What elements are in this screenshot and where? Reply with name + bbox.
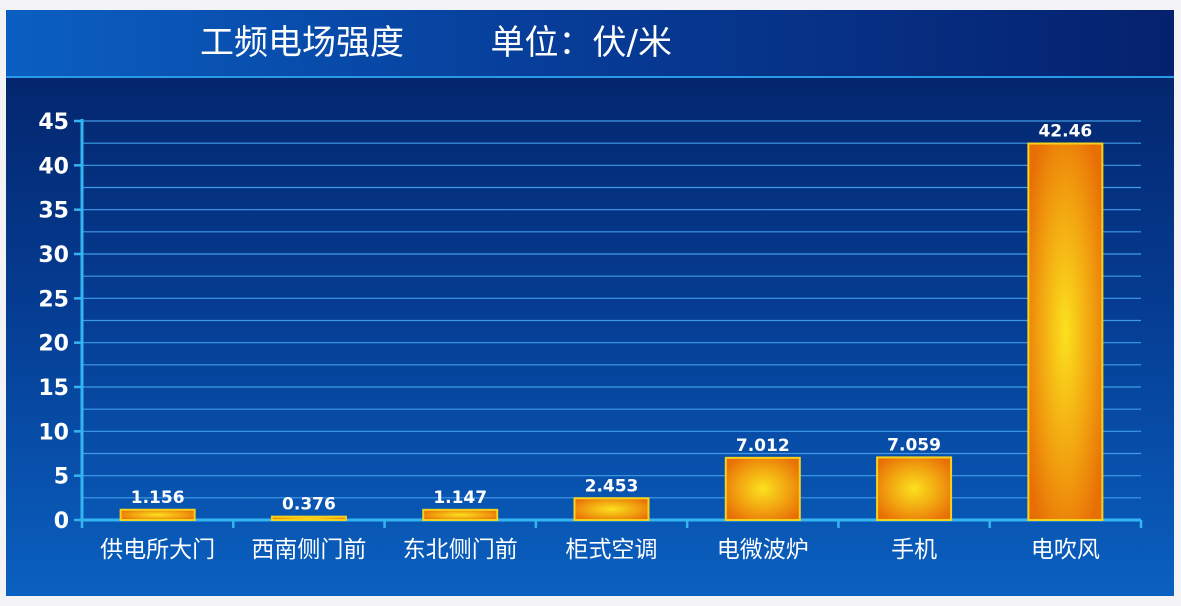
axes [74, 119, 1143, 528]
grid-lines [82, 120, 1141, 499]
bar-value-label: 2.453 [585, 476, 639, 496]
labels: 0 5 10 15 20 25 30 35 40 45 1.156 供电所大门 0.376 西南侧门前 1.… [38, 110, 1099, 563]
bar-value-label: 42.46 [1038, 122, 1092, 142]
x-tick-label: 电微波炉 [717, 537, 809, 563]
bar-value-label: 7.012 [736, 436, 790, 456]
bar [724, 456, 801, 521]
y-tick-label: 25 [38, 287, 69, 312]
chart-frame: 工频电场强度 单位：伏/米 [6, 10, 1174, 596]
bar-value-label: 0.376 [282, 495, 336, 515]
title-bar: 工频电场强度 单位：伏/米 [6, 10, 1174, 78]
y-tick-label: 20 [38, 332, 69, 357]
y-tick-label: 45 [38, 110, 69, 135]
bar-value-label: 1.147 [433, 488, 487, 508]
bar [573, 497, 650, 521]
y-tick-label: 15 [38, 376, 69, 401]
y-tick-label: 5 [54, 465, 69, 490]
bars [119, 142, 1104, 522]
y-tick-label: 0 [54, 509, 69, 534]
y-tick-label: 30 [38, 243, 69, 268]
bar [270, 515, 347, 522]
y-tick-label: 10 [38, 420, 69, 445]
x-tick-label: 手机 [891, 537, 937, 563]
y-tick-label: 40 [38, 154, 69, 179]
x-tick-label: 供电所大门 [100, 537, 215, 563]
x-tick-label: 东北侧门前 [403, 537, 518, 563]
bar [422, 508, 499, 521]
bar-value-label: 7.059 [887, 435, 941, 455]
x-tick-label: 西南侧门前 [251, 537, 366, 563]
y-tick-label: 35 [38, 199, 69, 224]
x-tick-label: 柜式空调 [566, 537, 658, 563]
chart-title: 工频电场强度 单位：伏/米 [200, 23, 672, 63]
bar [119, 508, 196, 521]
bar [876, 456, 953, 521]
bar-value-label: 1.156 [131, 488, 185, 508]
x-tick-label: 电吹风 [1031, 537, 1100, 563]
bar [1027, 142, 1104, 521]
